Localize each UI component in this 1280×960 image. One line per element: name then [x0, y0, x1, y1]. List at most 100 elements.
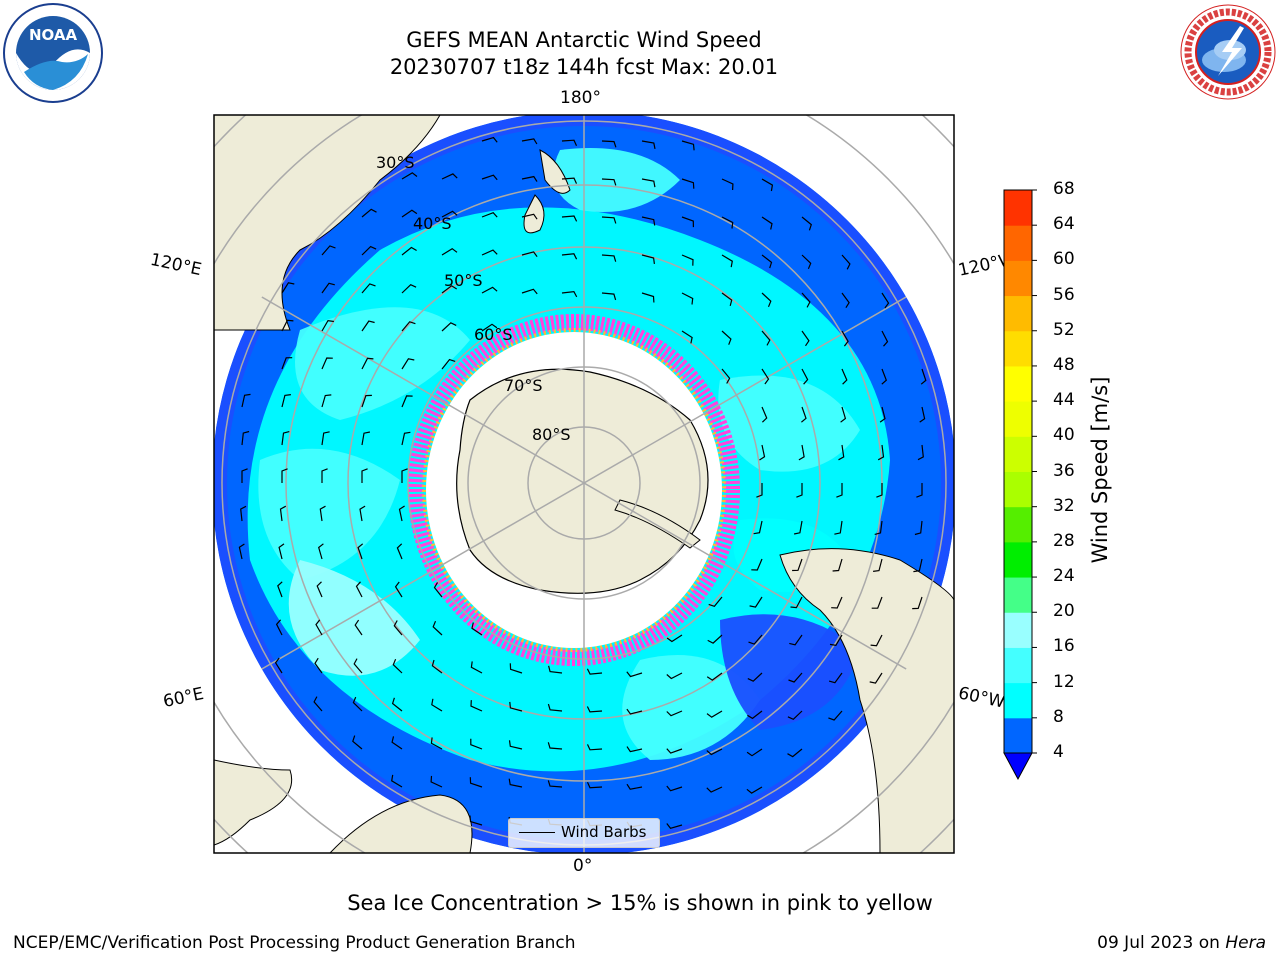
wind-barb-77	[801, 368, 809, 385]
wind-barb-75	[721, 368, 731, 384]
legend-line-swatch	[519, 832, 555, 833]
wind-barb-192	[666, 748, 683, 754]
wind-barb-180	[706, 710, 723, 718]
colorbar-tick-12: 12	[1053, 671, 1075, 692]
wind-barb-19	[481, 211, 498, 218]
colorbar-tick-44: 44	[1053, 390, 1075, 411]
wind-barb-140	[871, 596, 883, 609]
wind-barb-92	[281, 431, 290, 446]
wind-barb-199	[508, 778, 523, 788]
wind-barb-39	[761, 254, 773, 269]
wind-barb-178	[626, 708, 643, 715]
wind-barb-133	[355, 581, 363, 598]
wind-barb-202	[626, 783, 643, 790]
wind-barb-186	[430, 737, 443, 750]
wind-barb-97	[798, 444, 805, 461]
wind-barb-147	[471, 622, 483, 636]
colorbar-tick-60: 60	[1053, 249, 1075, 270]
wind-barb-62	[441, 322, 457, 332]
wind-barb-132	[316, 581, 323, 598]
wind-barb-18	[441, 210, 458, 218]
wind-barb-13	[681, 178, 695, 189]
wind-barb-37	[681, 254, 694, 266]
wind-barb-182	[787, 710, 803, 721]
colorbar-tick-8: 8	[1053, 706, 1064, 727]
colorbar-label: Wind Speed [m/s]	[1088, 376, 1112, 564]
colorbar-tick-4: 4	[1053, 742, 1064, 762]
colorbar-segment-32	[1004, 471, 1032, 508]
lat-label-60S: 60°S	[474, 325, 513, 344]
colorbar	[1003, 189, 1037, 781]
wind-barb-131	[277, 581, 283, 598]
wind-barb-72	[361, 357, 374, 370]
map-title: GEFS MEAN Antarctic Wind Speed	[406, 28, 762, 52]
wind-barb-47	[481, 286, 498, 294]
wind-barb-23	[641, 216, 656, 226]
wind-barb-16	[361, 208, 377, 218]
wind-barb-30	[401, 246, 417, 256]
colorbar-segment-44	[1004, 365, 1032, 402]
wind-barb-195	[787, 748, 803, 758]
wind-band-5	[622, 655, 760, 760]
wind-barb-96	[759, 444, 766, 461]
wind-band-6	[553, 148, 680, 212]
wind-barb-189	[547, 742, 563, 750]
wind-barb-78	[841, 368, 848, 385]
wind-barb-125	[396, 543, 403, 560]
wind-barb-29	[361, 245, 377, 256]
wind-barb-0	[481, 136, 498, 143]
wind-barb-88	[840, 406, 847, 423]
colorbar-tick-56: 56	[1053, 284, 1075, 305]
sea-ice-note: Sea Ice Concentration > 15% is shown in …	[347, 891, 933, 915]
wind-barb-124	[357, 543, 364, 560]
wind-barb-14	[721, 178, 734, 191]
colorbar-segment-16	[1004, 612, 1032, 648]
wind-barb-3	[601, 140, 617, 148]
wind-barb-206	[469, 815, 483, 826]
wind-barb-86	[761, 406, 768, 423]
wind-barb-117	[793, 520, 803, 535]
wind-barb-198	[469, 777, 483, 788]
colorbar-segment-64	[1004, 190, 1032, 226]
wind-barb-119	[874, 520, 883, 535]
wind-barb-25	[721, 216, 734, 229]
wind-barb-150	[748, 634, 763, 645]
wind-barb-159	[470, 661, 483, 674]
wind-barb-87	[801, 406, 807, 423]
wind-barb-35	[601, 254, 617, 262]
wind-barb-110	[916, 483, 923, 498]
wind-barb-58	[281, 319, 294, 332]
wind-barb-160	[509, 663, 523, 674]
wind-barb-111	[240, 505, 247, 522]
map-area	[214, 115, 954, 853]
wind-barb-9	[521, 175, 538, 182]
wind-barb-20	[521, 213, 538, 220]
wind-barb-7	[441, 173, 458, 180]
colorbar-tick-64: 64	[1053, 214, 1075, 235]
wind-band-1	[295, 307, 470, 420]
wind-barb-122	[278, 543, 285, 560]
wind-barb-190	[586, 744, 603, 751]
wind-barb-179	[666, 710, 683, 717]
colorbar-segment-48	[1004, 330, 1032, 367]
wind-barb-40	[801, 254, 812, 270]
wind-barb-42	[281, 282, 295, 294]
colorbar-segment-12	[1004, 647, 1032, 684]
footer-date-text: 09 Jul 2023 on	[1097, 933, 1226, 953]
colorbar-tick-40: 40	[1053, 425, 1075, 446]
wind-barb-63	[481, 323, 498, 332]
wind-barb-162	[586, 668, 603, 675]
wind-barb-60	[361, 320, 375, 332]
wind-barb-90	[919, 406, 926, 423]
wind-band-8	[836, 260, 920, 400]
antarctic-peninsula	[614, 499, 701, 549]
wind-barb-51	[641, 292, 655, 303]
wind-barb-49	[561, 290, 578, 298]
wind-barb-171	[352, 696, 363, 712]
wind-barb-8	[481, 174, 498, 181]
wind-barb-83	[321, 394, 332, 408]
colorbar-tick-32: 32	[1053, 495, 1075, 516]
wind-barb-46	[441, 285, 458, 294]
south-america-land	[779, 548, 954, 853]
